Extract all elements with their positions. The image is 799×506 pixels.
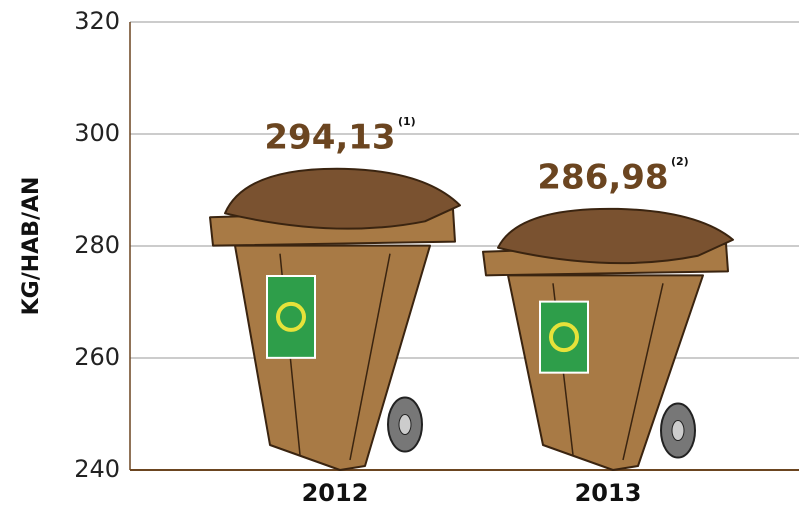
- bin-sticker: [540, 302, 588, 373]
- bin: [210, 169, 460, 470]
- bin-lid: [498, 209, 733, 263]
- y-tick-label: 280: [74, 231, 120, 259]
- value-label: 294,13: [264, 117, 395, 157]
- x-tick-label: 2013: [575, 479, 642, 506]
- y-tick-label: 300: [74, 119, 120, 147]
- bin-hub: [399, 415, 411, 435]
- y-tick-label: 240: [74, 455, 120, 483]
- chart: KG/HAB/AN 240 260 280 300 320 2012 294,13(1) 20…: [0, 0, 799, 506]
- value-label: 286,98: [537, 157, 668, 197]
- bin-hub: [672, 421, 684, 441]
- y-axis-label: KG/HAB/AN: [19, 177, 44, 316]
- bin-lid: [225, 169, 460, 229]
- footnote-mark: (2): [671, 155, 689, 168]
- footnote-mark: (1): [398, 115, 416, 128]
- y-tick-label: 260: [74, 343, 120, 371]
- bin: [483, 209, 733, 470]
- bin-sticker: [267, 276, 315, 358]
- x-tick-label: 2012: [302, 479, 369, 506]
- y-tick-label: 320: [74, 7, 120, 35]
